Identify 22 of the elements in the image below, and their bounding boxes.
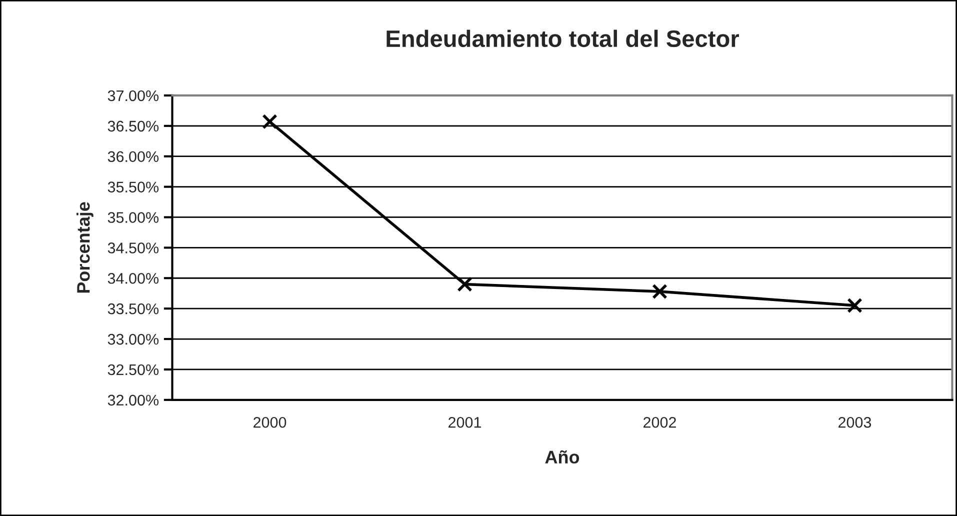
y-tick-label: 32.00% xyxy=(108,394,159,406)
chart-title: Endeudamiento total del Sector xyxy=(386,30,739,48)
y-tick-label: 37.00% xyxy=(108,90,159,102)
y-axis-title: Porcentaje xyxy=(76,202,94,293)
y-tick-label: 33.00% xyxy=(108,334,159,345)
x-tick-label: 2000 xyxy=(254,416,286,428)
y-tick-label: 36.50% xyxy=(108,120,159,132)
point xyxy=(652,284,668,300)
x-axis-title: Año xyxy=(545,450,580,464)
y-tick-label: 33.50% xyxy=(108,303,159,314)
point xyxy=(457,276,472,292)
y-tick-label: 36.00% xyxy=(108,151,159,162)
y-tick-label: 32.50% xyxy=(108,364,159,376)
point xyxy=(847,298,862,314)
x-tick-label: 2002 xyxy=(644,416,676,428)
y-tick-label: 34.50% xyxy=(108,242,159,254)
x-tick-label: 2001 xyxy=(448,416,481,428)
y-tick-label: 35.00% xyxy=(108,212,159,223)
y-tick-label: 34.00% xyxy=(108,272,159,284)
y-tick-label: 35.50% xyxy=(108,182,159,192)
point xyxy=(262,114,278,130)
x-tick-label: 2003 xyxy=(838,416,872,428)
